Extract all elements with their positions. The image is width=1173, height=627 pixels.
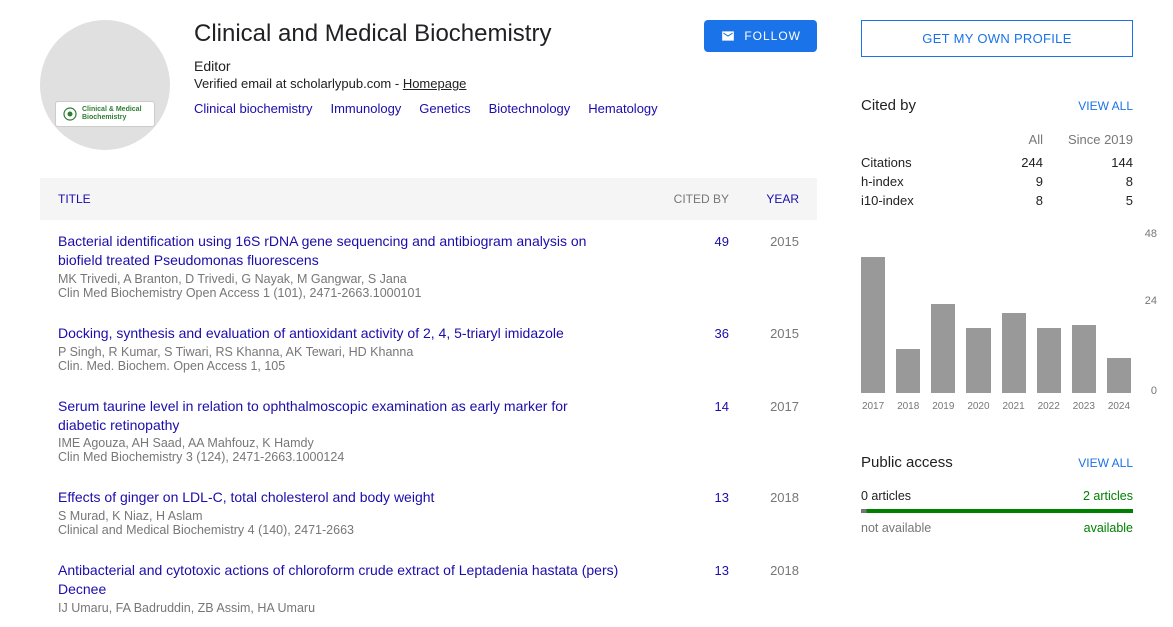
- topic-link[interactable]: Hematology: [588, 101, 657, 116]
- article-source: Clin Med Biochemistry Open Access 1 (101…: [58, 286, 619, 300]
- x-label: 2019: [931, 401, 955, 412]
- chart-bar[interactable]: [931, 304, 955, 393]
- topic-link[interactable]: Biotechnology: [489, 101, 571, 116]
- article-year: 2018: [729, 561, 799, 578]
- article-authors: MK Trivedi, A Branton, D Trivedi, G Naya…: [58, 272, 619, 286]
- x-label: 2023: [1072, 401, 1096, 412]
- pa-avail: available: [1084, 521, 1133, 535]
- verified-email: Verified email at scholarlypub.com - Hom…: [194, 76, 680, 91]
- table-row: Serum taurine level in relation to ophth…: [40, 385, 817, 477]
- metric-row: h-index98: [861, 172, 1133, 191]
- x-label: 2020: [966, 401, 990, 412]
- x-label: 2022: [1037, 401, 1061, 412]
- chart-bar[interactable]: [966, 328, 990, 393]
- cited-count[interactable]: 13: [715, 563, 729, 578]
- chart-bar[interactable]: [1002, 313, 1026, 393]
- profile-role: Editor: [194, 58, 680, 74]
- article-authors: IME Agouza, AH Saad, AA Mahfouz, K Hamdy: [58, 436, 619, 450]
- chart-bar[interactable]: [1107, 358, 1131, 394]
- article-source: Clin Med Biochemistry 3 (124), 2471-2663…: [58, 450, 619, 464]
- homepage-link[interactable]: Homepage: [403, 76, 467, 91]
- y-label: 0: [1151, 385, 1157, 397]
- mail-icon: [720, 29, 736, 43]
- pa-bar: [861, 509, 1133, 513]
- metrics-table: All Since 2019 Citations244144h-index98i…: [861, 132, 1133, 210]
- article-year: 2015: [729, 232, 799, 249]
- profile-name: Clinical and Medical Biochemistry: [194, 20, 680, 48]
- articles-table: TITLE CITED BY YEAR Bacterial identifica…: [40, 178, 817, 627]
- th-year[interactable]: YEAR: [729, 192, 799, 206]
- topic-link[interactable]: Immunology: [330, 101, 401, 116]
- table-row: Docking, synthesis and evaluation of ant…: [40, 312, 817, 385]
- x-label: 2018: [896, 401, 920, 412]
- cited-by-viewall[interactable]: VIEW ALL: [1078, 99, 1133, 113]
- follow-button[interactable]: FOLLOW: [704, 20, 817, 52]
- avatar: Clinical & MedicalBiochemistry: [40, 20, 170, 150]
- article-year: 2017: [729, 397, 799, 414]
- cited-count[interactable]: 49: [715, 234, 729, 249]
- table-row: Effects of ginger on LDL-C, total choles…: [40, 476, 817, 549]
- cited-count[interactable]: 14: [715, 399, 729, 414]
- citations-chart: 48 24 0 20172018201920202021202220232024: [861, 232, 1133, 412]
- get-own-profile-button[interactable]: GET MY OWN PROFILE: [861, 20, 1133, 57]
- th-title[interactable]: TITLE: [58, 192, 639, 206]
- metric-row: Citations244144: [861, 153, 1133, 172]
- table-row: Antibacterial and cytotoxic actions of c…: [40, 549, 817, 627]
- x-label: 2024: [1107, 401, 1131, 412]
- pa-two: 2 articles: [1083, 489, 1133, 503]
- chart-bar[interactable]: [1072, 325, 1096, 393]
- article-title[interactable]: Serum taurine level in relation to ophth…: [58, 397, 619, 435]
- journal-icon: [62, 106, 78, 122]
- topic-link[interactable]: Clinical biochemistry: [194, 101, 312, 116]
- article-source: Clinical and Medical Biochemistry 4 (140…: [58, 523, 619, 537]
- chart-bar[interactable]: [861, 257, 885, 393]
- chart-bar[interactable]: [896, 349, 920, 393]
- article-title[interactable]: Bacterial identification using 16S rDNA …: [58, 232, 619, 270]
- article-authors: P Singh, R Kumar, S Tiwari, RS Khanna, A…: [58, 345, 619, 359]
- y-label: 48: [1145, 228, 1157, 240]
- table-row: Bacterial identification using 16S rDNA …: [40, 220, 817, 312]
- th-cited[interactable]: CITED BY: [639, 192, 729, 206]
- article-source: Clin. Med. Biochem. Open Access 1, 105: [58, 359, 619, 373]
- cited-count[interactable]: 13: [715, 490, 729, 505]
- x-label: 2021: [1002, 401, 1026, 412]
- article-title[interactable]: Effects of ginger on LDL-C, total choles…: [58, 488, 619, 507]
- article-year: 2018: [729, 488, 799, 505]
- cited-by-title: Cited by: [861, 97, 916, 114]
- topic-link[interactable]: Genetics: [419, 101, 470, 116]
- article-title[interactable]: Antibacterial and cytotoxic actions of c…: [58, 561, 619, 599]
- profile-header: Clinical & MedicalBiochemistry Clinical …: [40, 20, 817, 150]
- article-authors: IJ Umaru, FA Badruddin, ZB Assim, HA Uma…: [58, 601, 619, 615]
- pa-na: not available: [861, 521, 931, 535]
- article-year: 2015: [729, 324, 799, 341]
- x-label: 2017: [861, 401, 885, 412]
- public-access-title: Public access: [861, 454, 953, 471]
- article-title[interactable]: Docking, synthesis and evaluation of ant…: [58, 324, 619, 343]
- public-access-viewall[interactable]: VIEW ALL: [1078, 456, 1133, 470]
- table-header: TITLE CITED BY YEAR: [40, 178, 817, 220]
- chart-bar[interactable]: [1037, 328, 1061, 393]
- y-label: 24: [1145, 295, 1157, 307]
- cited-count[interactable]: 36: [715, 326, 729, 341]
- pa-zero: 0 articles: [861, 489, 911, 503]
- topics: Clinical biochemistry Immunology Genetics B…: [194, 101, 680, 116]
- article-authors: S Murad, K Niaz, H Aslam: [58, 509, 619, 523]
- avatar-badge: Clinical & MedicalBiochemistry: [55, 101, 155, 127]
- metric-row: i10-index85: [861, 191, 1133, 210]
